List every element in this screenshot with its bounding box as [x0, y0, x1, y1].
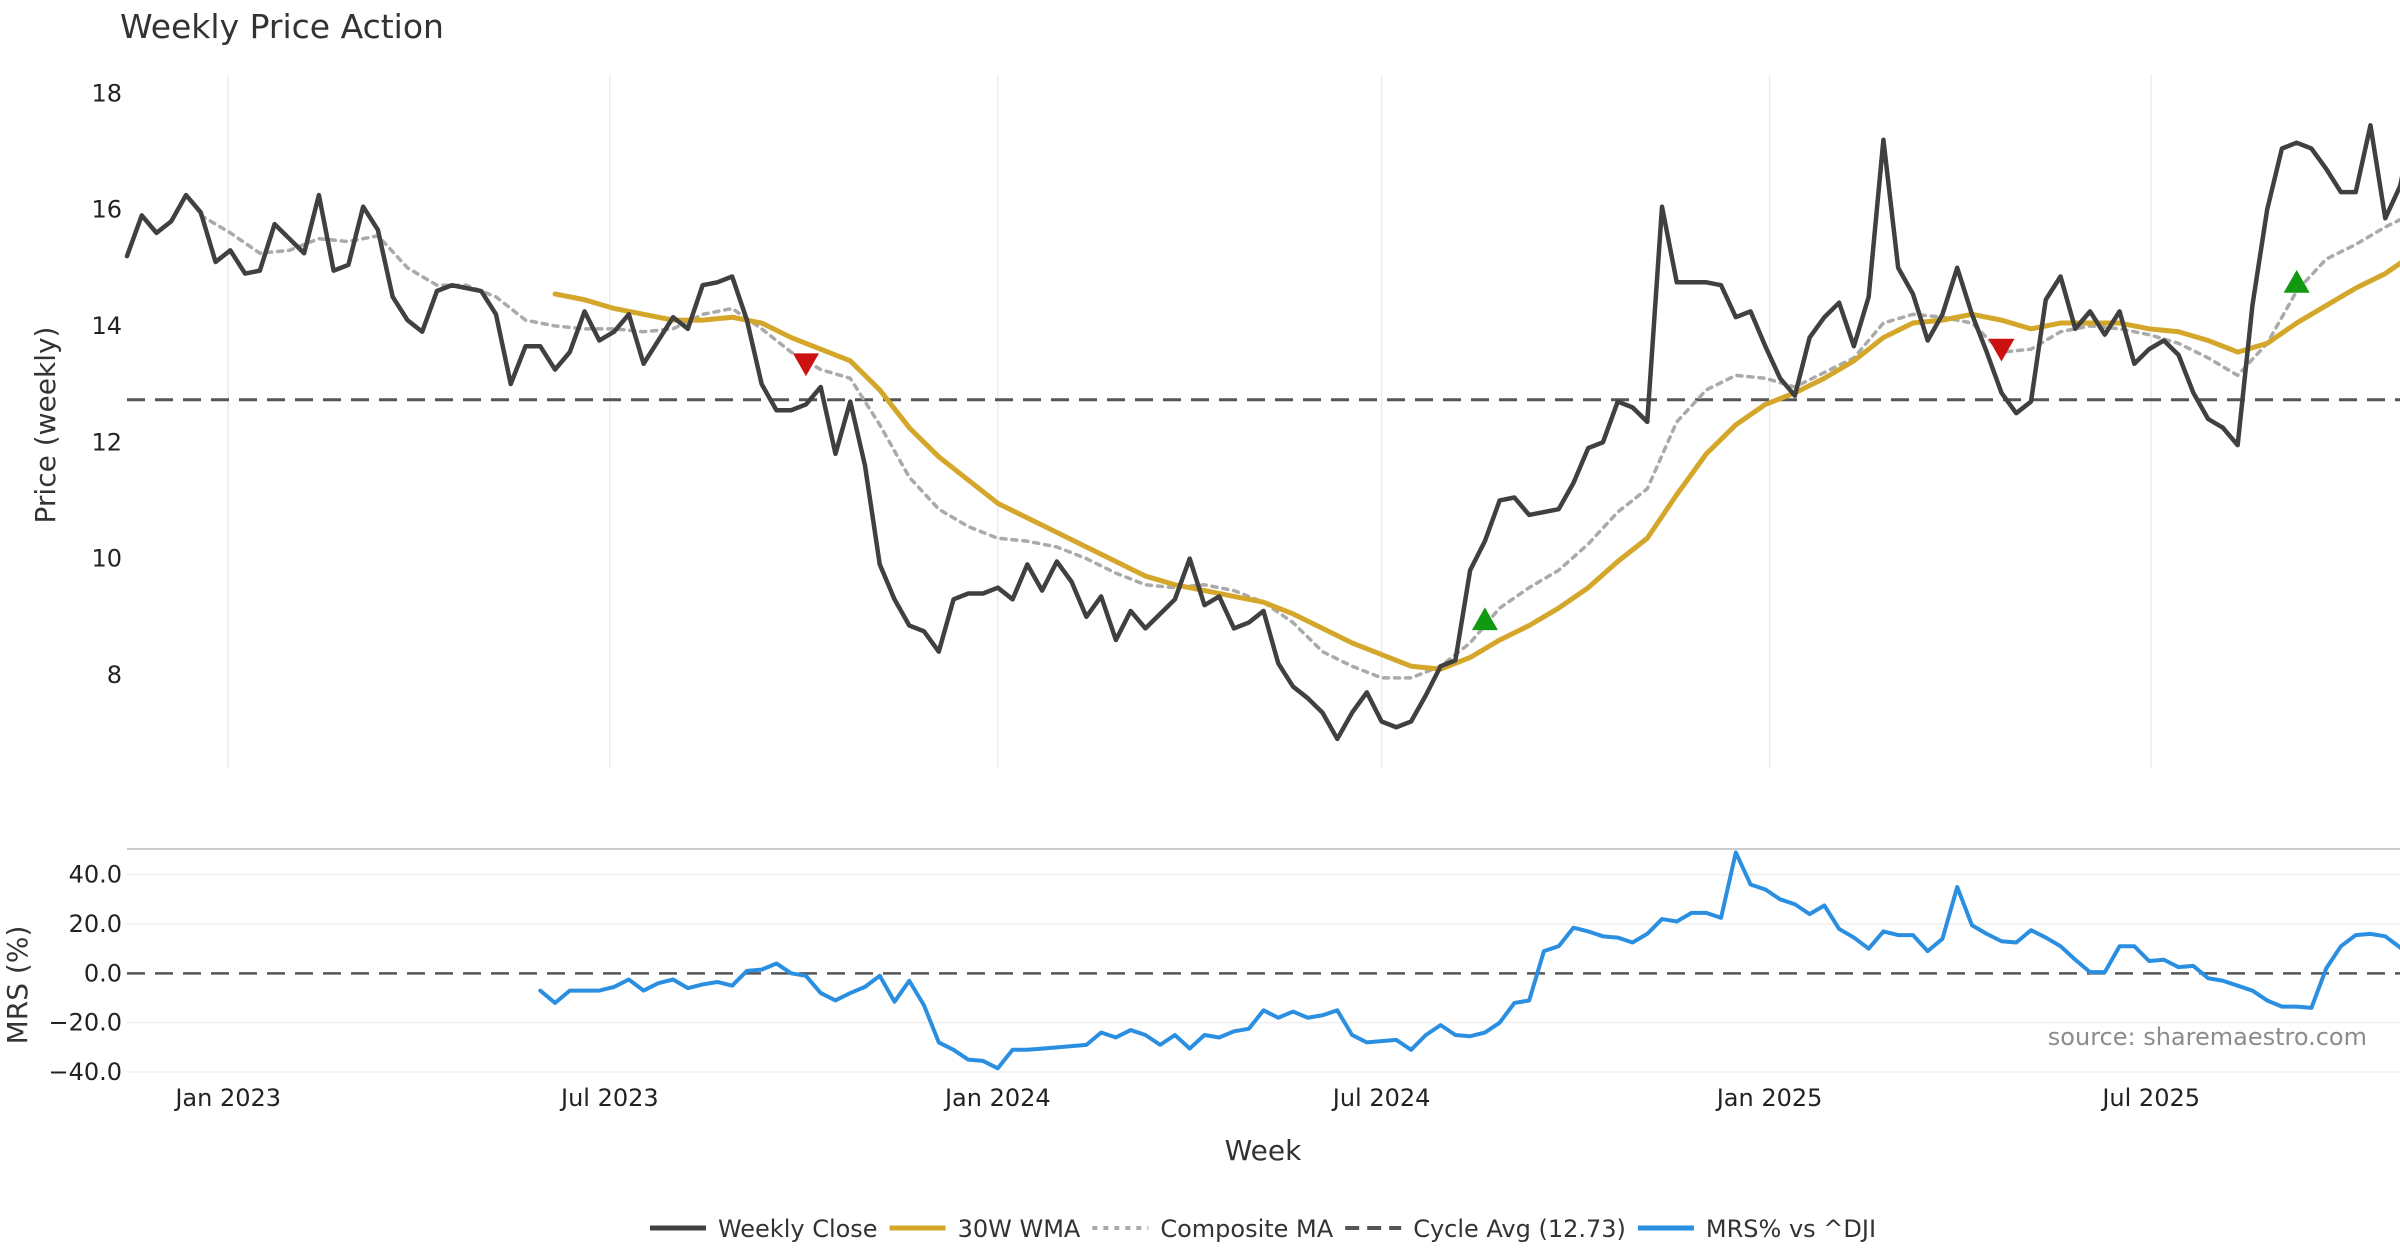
price-y-tick-10: 10	[91, 545, 122, 573]
signal-markers	[792, 269, 2310, 631]
buy-signal-marker-2	[1471, 607, 1498, 631]
sell-signal-marker-1	[1988, 338, 2015, 362]
sell-signal-marker-0	[792, 353, 819, 377]
mrs-y-ticks: 40.0 20.0 0.0 −20.0 −40.0	[48, 861, 122, 1086]
price-y-tick-14: 14	[91, 312, 122, 340]
price-y-tick-8: 8	[107, 661, 122, 689]
buy-signal-marker-3	[2283, 269, 2310, 293]
price-y-tick-12: 12	[91, 428, 122, 456]
legend-label-weekly-close: Weekly Close	[718, 1215, 878, 1243]
x-tick-jul-2024: Jul 2024	[1331, 1084, 1431, 1112]
mrs-series	[538, 850, 2400, 1071]
x-axis-ticks: Jan 2023 Jul 2023 Jan 2024 Jul 2024 Jan 2025…	[173, 1084, 2200, 1112]
price-series	[124, 123, 2400, 742]
series-mrs-vs-dji	[538, 850, 2400, 1071]
chart-legend: Weekly Close 30W WMA Composite MA Cycle Avg…	[649, 1215, 1876, 1243]
mrs-y-axis-title: MRS (%)	[1, 926, 34, 1045]
mrs-gridlines	[127, 873, 2400, 1073]
legend-label-composite-ma: Composite MA	[1160, 1215, 1333, 1243]
x-tick-jul-2025: Jul 2025	[2100, 1084, 2200, 1112]
legend-label-cycle-avg-12-73: Cycle Avg (12.73)	[1413, 1215, 1626, 1243]
price-y-axis-title: Price (weekly)	[29, 327, 62, 524]
mrs-y-tick-3: −20.0	[48, 1009, 122, 1037]
mrs-y-tick-1: 20.0	[69, 910, 122, 938]
mrs-y-tick-2: 0.0	[84, 959, 122, 987]
x-tick-jan-2024: Jan 2024	[943, 1084, 1051, 1112]
top-gridlines	[227, 75, 2152, 768]
x-axis-title: Week	[1225, 1134, 1302, 1167]
mrs-y-tick-4: −40.0	[48, 1058, 122, 1086]
source-annotation: source: sharemaestro.com	[2048, 1023, 2367, 1051]
legend-label-30w-wma: 30W WMA	[958, 1215, 1081, 1243]
price-y-tick-18: 18	[91, 79, 122, 107]
series-weekly-close	[124, 123, 2400, 742]
chart-title: Weekly Price Action	[120, 7, 444, 46]
x-tick-jan-2023: Jan 2023	[173, 1084, 281, 1112]
legend-label-mrs-vs-dji: MRS% vs ^DJI	[1706, 1215, 1876, 1243]
x-tick-jan-2025: Jan 2025	[1715, 1084, 1823, 1112]
mrs-y-tick-0: 40.0	[69, 861, 122, 889]
series-composite-ma	[199, 213, 2400, 680]
x-tick-jul-2023: Jul 2023	[559, 1084, 659, 1112]
series-30w-wma	[552, 260, 2400, 672]
price-y-tick-16: 16	[91, 196, 122, 224]
price-y-ticks: 8 10 12 14 16 18	[91, 79, 122, 689]
